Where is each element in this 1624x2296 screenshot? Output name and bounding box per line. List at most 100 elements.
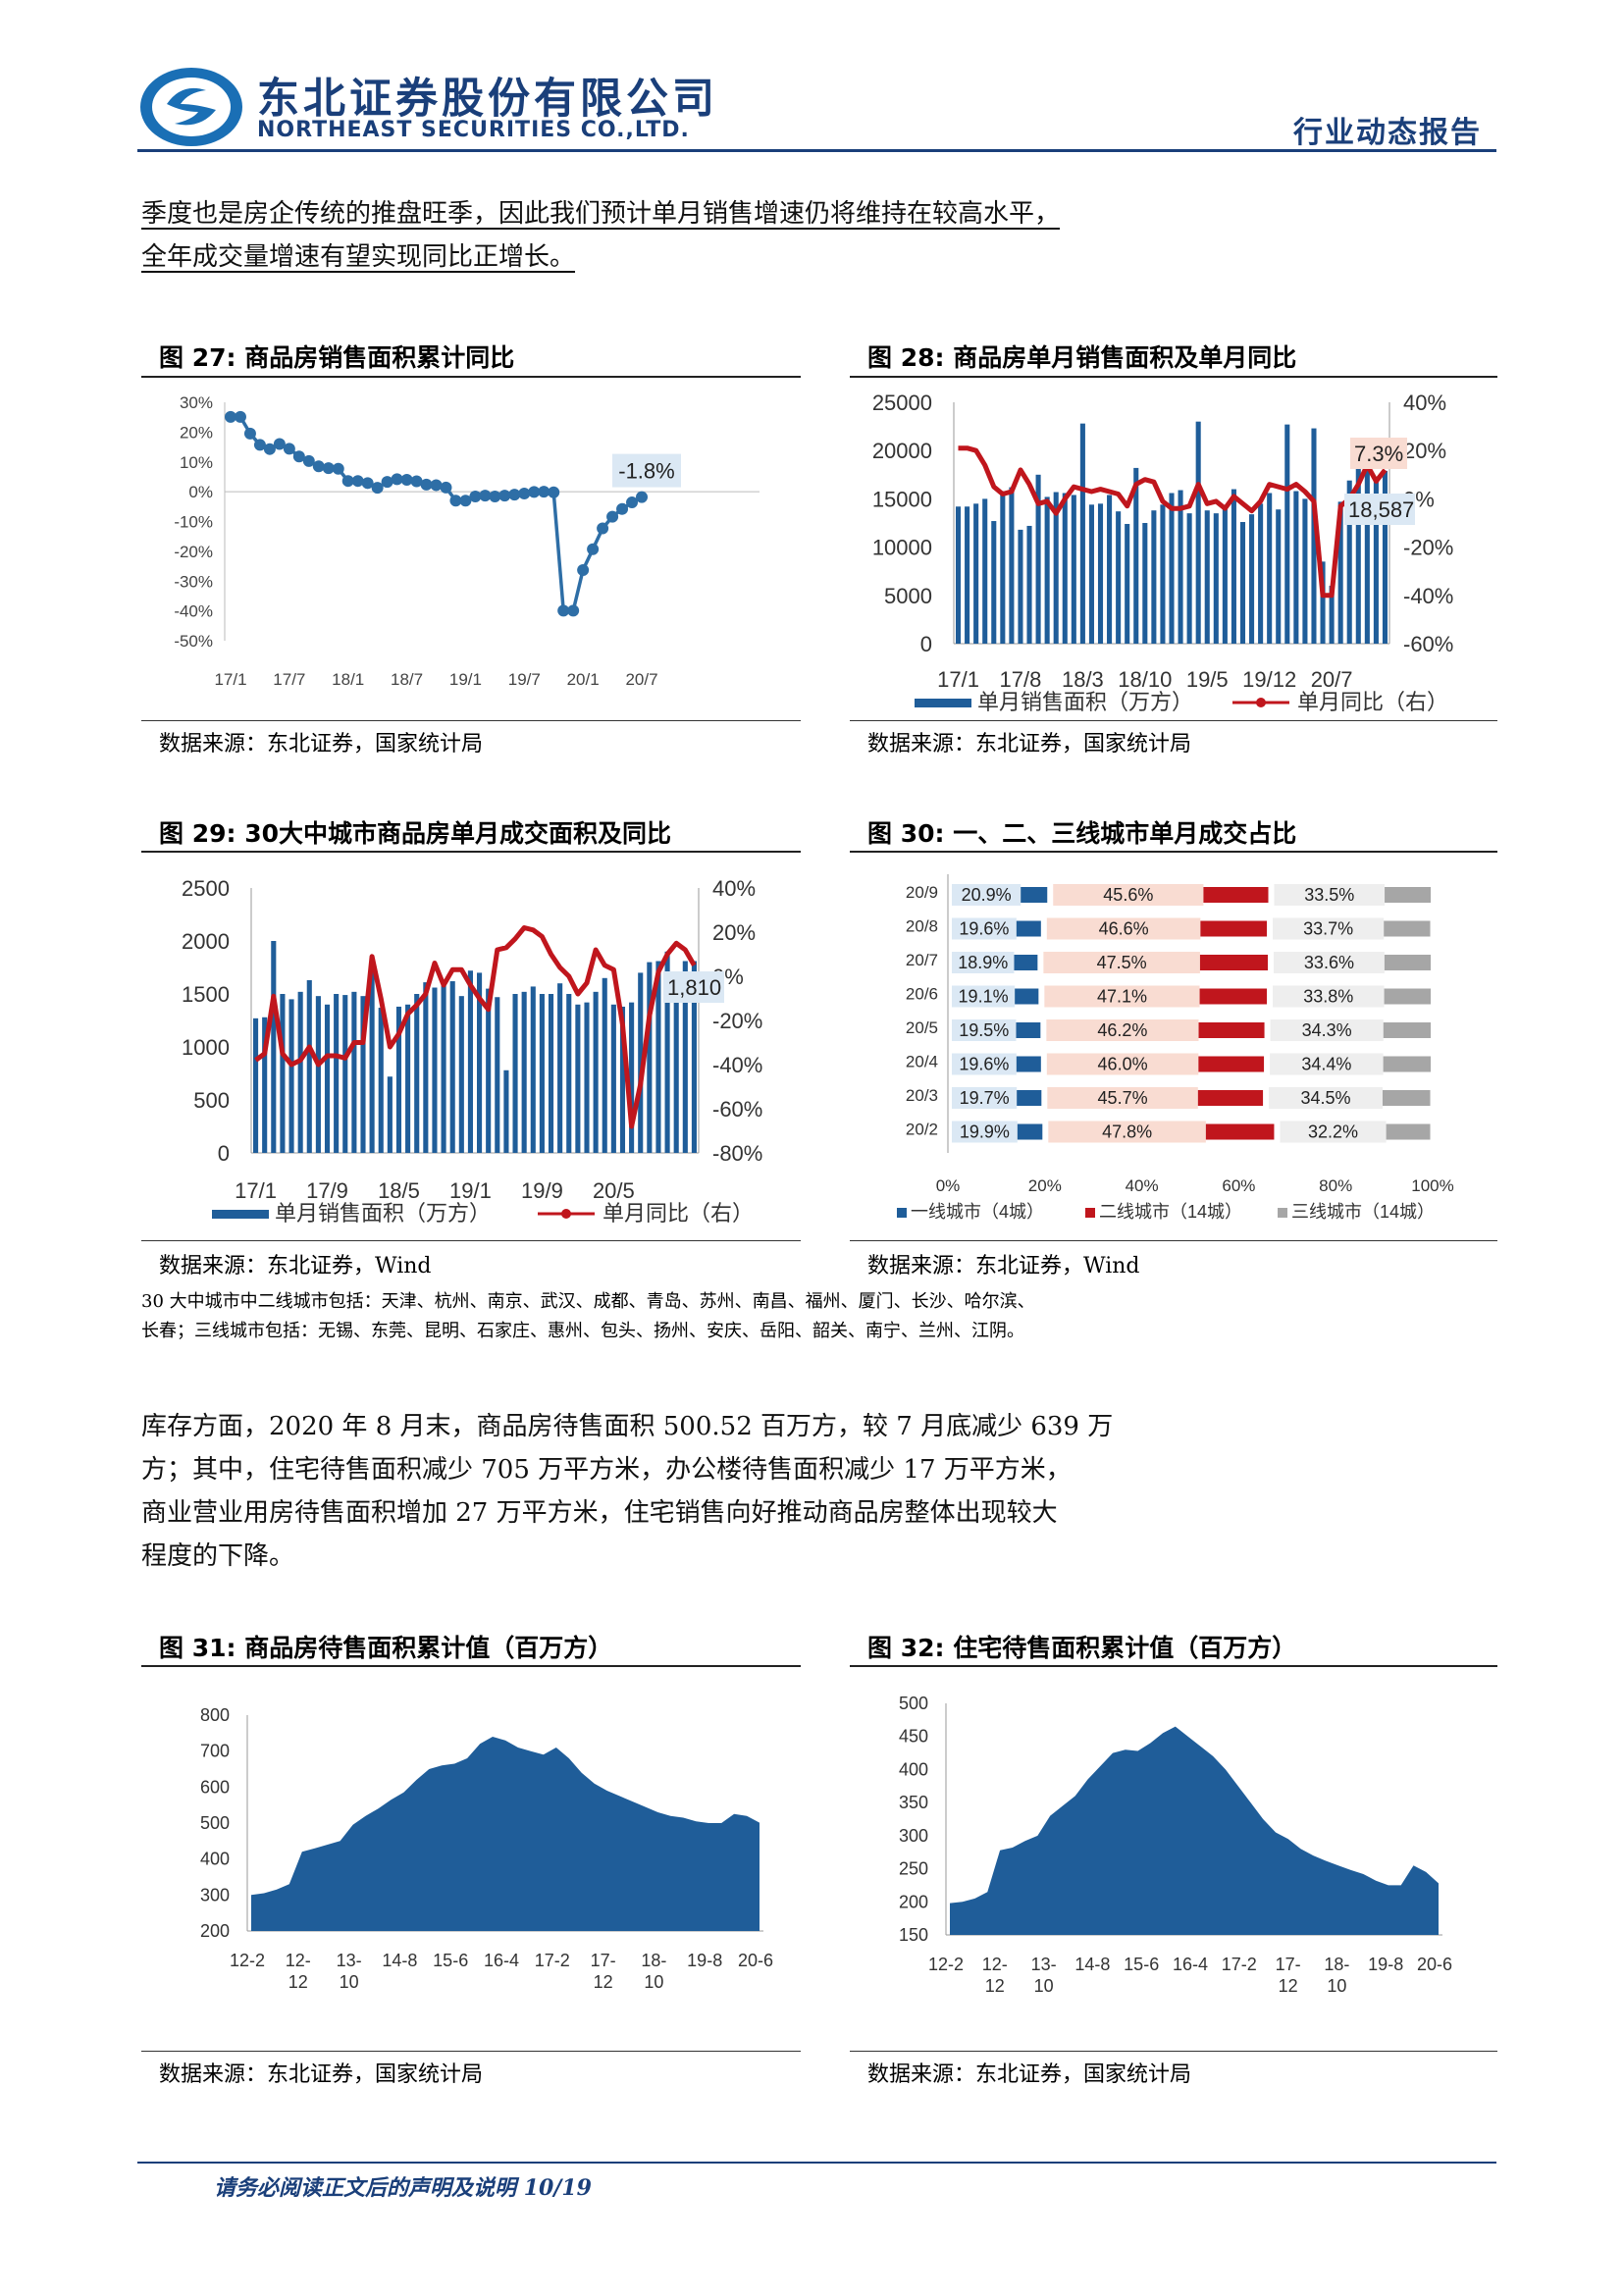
fig30-segment-label-bg — [1043, 952, 1200, 973]
fig28-bar — [1267, 493, 1273, 644]
fig29-right-tick: -40% — [712, 1053, 762, 1077]
fig29-bar — [280, 994, 286, 1153]
fig28-bar — [1186, 513, 1192, 644]
fig28-bar — [1142, 523, 1148, 644]
fig27-data-point — [312, 460, 325, 473]
fig30-segment — [1014, 955, 1038, 970]
fig28-bar — [1151, 510, 1157, 644]
fig32-x-tick-line2: 12 — [985, 1976, 1005, 1996]
fig27-data-point — [430, 479, 443, 492]
fig29-bar — [351, 991, 357, 1153]
fig29-x-tick: 17/9 — [306, 1178, 348, 1203]
fig29-chart: 2500200015001000500040%20%0%-20%-40%-60%… — [182, 876, 762, 1226]
fig29-bar — [503, 1070, 509, 1153]
fig27-y-tick: -50% — [174, 632, 213, 651]
fig30-segment-value: 19.1% — [959, 987, 1009, 1007]
fig30-segment-value: 45.6% — [1103, 885, 1153, 905]
fig29-bar — [691, 961, 697, 1153]
fig29-legend-bar-swatch — [212, 1210, 269, 1219]
fig27-data-point — [498, 490, 511, 502]
fig30-segment-value: 47.1% — [1097, 987, 1147, 1007]
fig30-segment-label-bg — [1274, 952, 1385, 973]
header-rule — [137, 149, 1496, 152]
fig30-legend-swatch — [1085, 1208, 1095, 1218]
fig28-right-tick: -20% — [1403, 536, 1453, 560]
report-type: 行业动态报告 — [1293, 116, 1482, 150]
fig28-bar — [1249, 514, 1255, 644]
fig31-y-tick: 400 — [200, 1850, 230, 1869]
fig30-segment-value: 18.9% — [958, 953, 1008, 972]
fig29-bar — [593, 991, 599, 1153]
fig31-x-tick: 16-4 — [484, 1951, 519, 1970]
fig28-left-tick: 0 — [920, 632, 932, 656]
fig29-bar — [334, 994, 340, 1153]
fig29-bar — [253, 1018, 259, 1153]
fig28-bar — [955, 506, 962, 644]
fig27-y-tick: 0% — [188, 483, 213, 501]
fig29-bar — [297, 991, 303, 1153]
fig27-source: 数据来源：东北证券，国家统计局 — [159, 732, 484, 757]
fig27-x-tick: 18/1 — [332, 670, 364, 689]
fig28-bar — [1133, 467, 1139, 644]
fig30-segment — [1199, 955, 1269, 970]
fig30-segment-value: 34.5% — [1300, 1088, 1350, 1108]
footer-rule — [137, 2162, 1496, 2164]
fig27-data-point — [528, 486, 541, 498]
fig30-x-tick: 100% — [1411, 1176, 1453, 1195]
fig31-x-tick-line2: 10 — [340, 1972, 359, 1992]
fig27-data-point — [616, 502, 629, 515]
fig28-yoy-line — [958, 445, 1388, 599]
fig29-bar — [369, 970, 375, 1153]
fig28-bar — [1276, 509, 1282, 644]
fig27-data-point — [292, 450, 305, 463]
fig30-x-tick: 40% — [1126, 1176, 1159, 1195]
fig27-chart: 30% 20% 10% 0% -10% -20% -30% -40% -50%17/1 17/7 1… — [174, 393, 760, 689]
fig29-yoy-line — [254, 925, 697, 1129]
fig29-left-tick: 2500 — [182, 876, 230, 901]
fig30-segment-label-bg — [952, 884, 1022, 906]
fig30-segment-label-bg — [1044, 985, 1200, 1008]
fig28-right-tick: -60% — [1403, 632, 1453, 656]
fig30-segment-label-bg — [1048, 1121, 1206, 1143]
fig29-left-tick: 500 — [193, 1088, 230, 1113]
fig30-segment — [1383, 1022, 1431, 1038]
fig27-data-point — [538, 486, 550, 498]
fig30-top-rule — [850, 851, 1497, 853]
fig28-bar — [1320, 561, 1326, 644]
fig30-segment — [1198, 1022, 1265, 1038]
fig28-legend-line-marker — [1256, 698, 1266, 707]
fig30-segment-value: 19.6% — [959, 919, 1009, 939]
fig27-data-point — [459, 495, 472, 507]
fig27-data-point — [449, 495, 462, 507]
fig28-bar — [1337, 501, 1343, 644]
fig30-category-label: 20/3 — [906, 1086, 938, 1105]
fig27-y-tick: 20% — [180, 423, 213, 442]
fig27-data-point — [597, 522, 609, 535]
fig28-title: 图 28: 商品房单月销售面积及单月同比 — [867, 343, 1297, 372]
fig30-segment-value: 34.3% — [1302, 1020, 1352, 1040]
fig27-data-point — [518, 487, 531, 499]
fig32-x-tick: 17- — [1276, 1955, 1301, 1974]
fig29-bar — [548, 994, 554, 1153]
fig27-data-point — [225, 410, 236, 423]
fig29-bar — [449, 981, 455, 1153]
fig32-title: 图 32: 住宅待售面积累计值（百万方） — [867, 1634, 1297, 1662]
fig27-data-point — [489, 490, 501, 502]
fig28-bottom-rule — [850, 720, 1497, 721]
fig29-bar — [682, 961, 688, 1153]
fig28-bar — [1035, 474, 1041, 644]
fig28-bar-last-value-label: 18,587 — [1348, 497, 1414, 522]
fig30-segment-label-bg — [1047, 1087, 1198, 1109]
fig29-bar — [324, 1004, 331, 1153]
fig30-x-tick: 0% — [936, 1176, 961, 1195]
fig31-x-tick-line2: 10 — [644, 1972, 663, 1992]
fig27-data-point — [341, 475, 354, 488]
fig28-bar — [1009, 487, 1015, 644]
fig27-x-tick: 17/1 — [214, 670, 246, 689]
fig30-category-label: 20/4 — [906, 1053, 938, 1071]
fig28-bar — [1293, 491, 1299, 644]
fig32-x-tick: 18- — [1324, 1955, 1349, 1974]
fig29-bar — [306, 979, 312, 1153]
fig32-source: 数据来源：东北证券，国家统计局 — [867, 2062, 1192, 2087]
